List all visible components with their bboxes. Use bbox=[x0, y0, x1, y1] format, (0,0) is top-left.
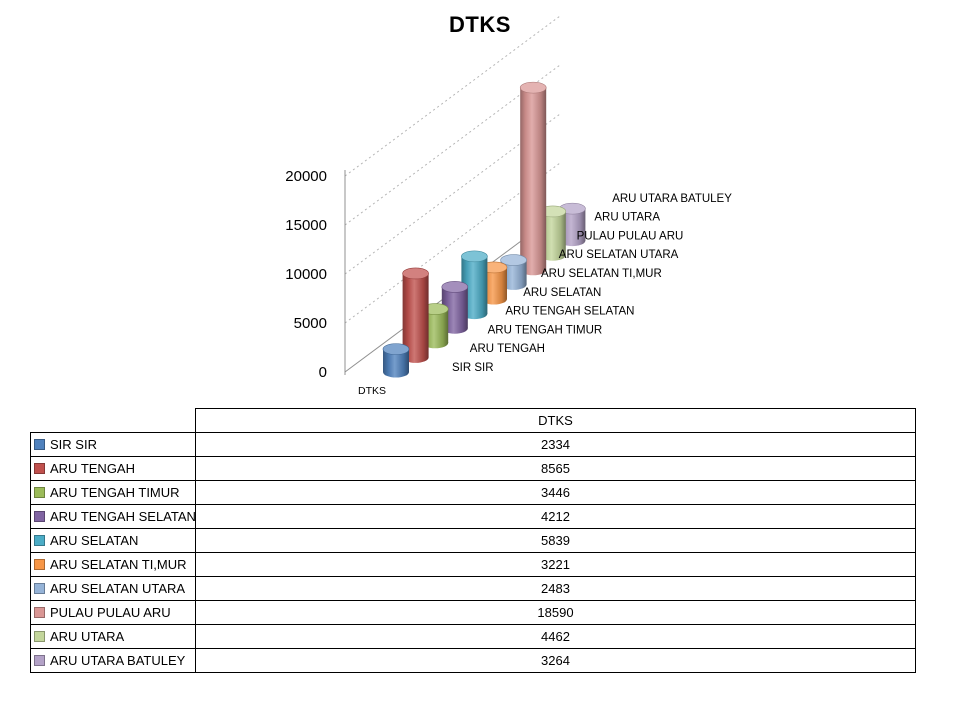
value-cell: 18590 bbox=[195, 600, 916, 625]
category-label: SIR SIR bbox=[50, 437, 97, 452]
category-axis-label: ARU TENGAH TIMUR bbox=[488, 324, 603, 336]
value-cell: 4212 bbox=[195, 504, 916, 529]
category-axis-label: SIR SIR bbox=[452, 362, 494, 374]
category-label: ARU SELATAN UTARA bbox=[50, 581, 186, 596]
table-row: ARU TENGAH TIMUR 3446 bbox=[30, 480, 916, 505]
category-axis-label: ARU UTARA BATULEY bbox=[612, 193, 732, 205]
table-header-dtks: DTKS bbox=[195, 408, 916, 433]
legend-swatch-icon bbox=[34, 631, 45, 642]
category-label: ARU TENGAH TIMUR bbox=[50, 485, 180, 500]
table-row: SIR SIR 2334 bbox=[30, 432, 916, 457]
legend-swatch-icon bbox=[34, 463, 45, 474]
header-empty-cell bbox=[31, 409, 196, 433]
category-cell: ARU TENGAH TIMUR bbox=[30, 480, 196, 505]
y-tick-label: 0 bbox=[319, 364, 327, 381]
category-axis-label: ARU TENGAH bbox=[470, 343, 545, 355]
chart-title: DTKS bbox=[449, 12, 511, 37]
category-cell: ARU SELATAN bbox=[30, 528, 196, 553]
legend-swatch-icon bbox=[34, 559, 45, 570]
category-axis-label: ARU SELATAN bbox=[523, 287, 601, 299]
category-cell: ARU SELATAN UTARA bbox=[30, 576, 196, 601]
cylinder-bar bbox=[421, 303, 449, 349]
value-cell: 8565 bbox=[195, 456, 916, 481]
legend-swatch-icon bbox=[34, 607, 45, 618]
category-axis-label: PULAU PULAU ARU bbox=[577, 230, 684, 242]
table-row: ARU SELATAN UTARA 2483 bbox=[30, 576, 916, 601]
legend-swatch-icon bbox=[34, 439, 45, 450]
category-label: PULAU PULAU ARU bbox=[50, 605, 171, 620]
category-cell: ARU UTARA bbox=[30, 624, 196, 649]
legend-swatch-icon bbox=[34, 655, 45, 666]
category-label: ARU SELATAN TI,MUR bbox=[50, 557, 187, 572]
table-row: ARU SELATAN TI,MUR 3221 bbox=[30, 552, 916, 577]
value-cell: 5839 bbox=[195, 528, 916, 553]
table-row: ARU TENGAH 8565 bbox=[30, 456, 916, 481]
table-row: ARU SELATAN 5839 bbox=[30, 528, 916, 553]
legend-swatch-icon bbox=[34, 511, 45, 522]
table-row: ARU UTARA 4462 bbox=[30, 624, 916, 649]
value-cell: 2483 bbox=[195, 576, 916, 601]
dtks-3d-cylinder-chart: 0 5000 10000 15000 20000 SIR SIR ARU TENGAH ARU… bbox=[285, 15, 732, 397]
category-cell: ARU TENGAH SELATAN bbox=[30, 504, 196, 529]
category-label: ARU UTARA BATULEY bbox=[50, 653, 186, 668]
category-axis-label: ARU SELATAN UTARA bbox=[559, 249, 679, 261]
cylinder-bar bbox=[519, 81, 547, 276]
legend-swatch-icon bbox=[34, 487, 45, 498]
table-row: PULAU PULAU ARU 18590 bbox=[30, 600, 916, 625]
category-cell: ARU UTARA BATULEY bbox=[30, 648, 196, 673]
y-tick-label: 10000 bbox=[285, 266, 327, 283]
category-cell: ARU TENGAH bbox=[30, 456, 196, 481]
cylinder-bar bbox=[559, 202, 586, 247]
category-label: ARU TENGAH SELATAN bbox=[50, 509, 196, 524]
category-axis-label: ARU SELATAN TI,MUR bbox=[541, 268, 662, 280]
y-tick-label: 15000 bbox=[285, 217, 327, 234]
legend-swatch-icon bbox=[34, 535, 45, 546]
category-label: ARU UTARA bbox=[50, 629, 125, 644]
y-tick-label: 5000 bbox=[294, 315, 327, 332]
legend-swatch-icon bbox=[34, 583, 45, 594]
value-cell: 3264 bbox=[195, 648, 916, 673]
value-cell: 3221 bbox=[195, 552, 916, 577]
data-table: DTKS SIR SIR 2334 ARU TENGAH 8565 ARU TENGAH … bbox=[30, 408, 916, 673]
y-tick-label: 20000 bbox=[285, 168, 327, 185]
category-label: ARU TENGAH bbox=[50, 461, 135, 476]
category-axis-label: ARU UTARA bbox=[594, 212, 660, 224]
value-cell: 2334 bbox=[195, 432, 916, 457]
value-cell: 3446 bbox=[195, 480, 916, 505]
category-label: ARU SELATAN bbox=[50, 533, 139, 548]
cylinder-bar bbox=[402, 267, 429, 363]
value-cell: 4462 bbox=[195, 624, 916, 649]
category-cell: PULAU PULAU ARU bbox=[30, 600, 196, 625]
category-cell: ARU SELATAN TI,MUR bbox=[30, 552, 196, 577]
table-header-row: DTKS bbox=[31, 408, 916, 433]
cylinder-bar bbox=[382, 343, 410, 378]
series-axis-label: DTKS bbox=[358, 385, 386, 397]
table-row: ARU UTARA BATULEY 3264 bbox=[30, 648, 916, 673]
table-row: ARU TENGAH SELATAN 4212 bbox=[30, 504, 916, 529]
category-cell: SIR SIR bbox=[30, 432, 196, 457]
category-axis-label: ARU TENGAH SELATAN bbox=[505, 306, 634, 318]
